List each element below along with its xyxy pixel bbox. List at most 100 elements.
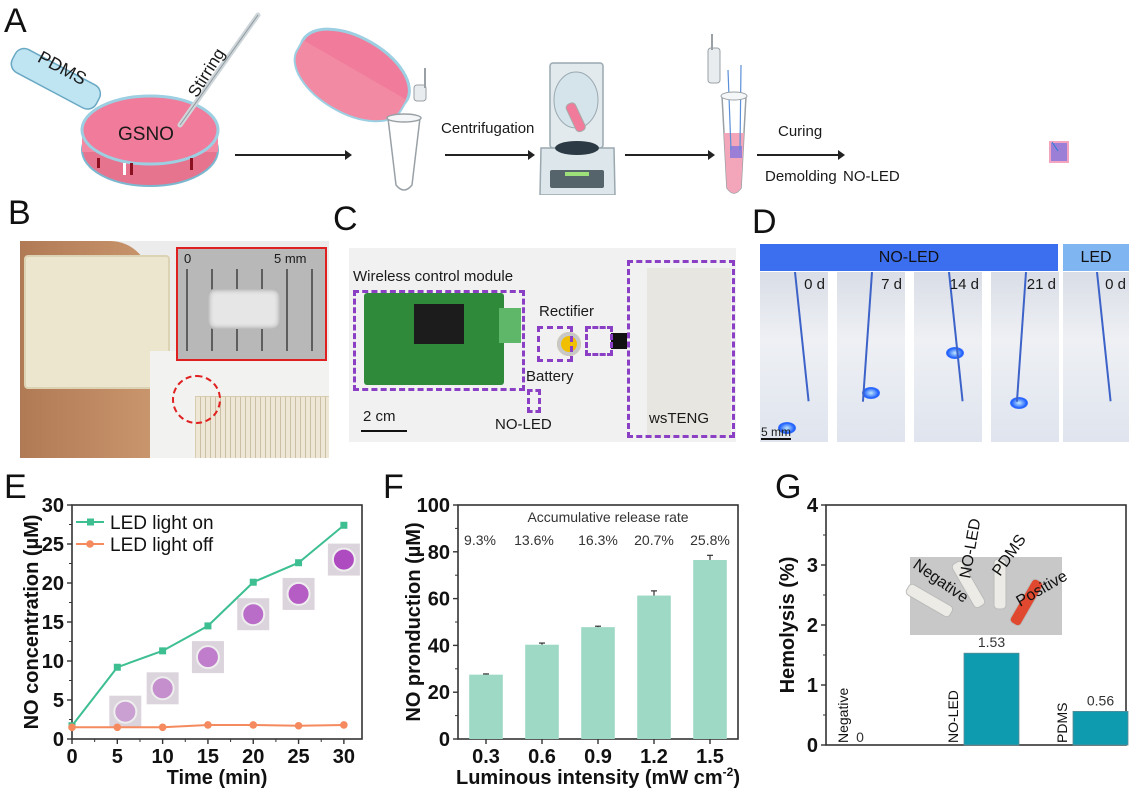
annotation-title: Accumulative release rate (527, 509, 688, 525)
data-point (294, 721, 303, 730)
x-tick-label: 0.6 (528, 746, 556, 768)
release-rate-label: 20.7% (634, 532, 674, 548)
y-tick-label: 0 (53, 729, 64, 751)
y-tick-label: 4 (807, 495, 819, 517)
bar (1072, 710, 1129, 746)
well-photo-color (195, 645, 220, 670)
x-tick-label: 30 (333, 746, 355, 768)
tube-icon (993, 558, 1007, 610)
y-axis-label: NO concentration (µM) (21, 515, 43, 730)
petri-dish-gsno-icon (80, 94, 220, 187)
panel-f-letter: F (383, 468, 404, 506)
y-tick-label: 20 (42, 573, 64, 595)
arrow-icon (625, 150, 715, 160)
led-glow (946, 347, 964, 359)
y-tick-label: 30 (42, 495, 64, 517)
legend-label: LED light on (110, 513, 214, 534)
release-rate-label: 25.8% (690, 532, 730, 548)
rectifier-chip-icon (611, 333, 627, 349)
release-rate-label: 16.3% (578, 532, 618, 548)
led-highlight-circle (172, 375, 221, 424)
battery-box (537, 326, 573, 362)
vial-photo: 21 d (991, 272, 1059, 442)
noled-product-label: NO-LED (843, 168, 900, 185)
noled-header: NO-LED (760, 244, 1058, 271)
vial-photo-row: 0 d 7 d 14 d 21 d 0 d (760, 272, 1130, 442)
arrow-icon (235, 150, 352, 160)
centrifuge-icon (539, 62, 616, 195)
wire (861, 272, 873, 402)
well-photo-color (241, 602, 266, 627)
battery-label: Battery (526, 368, 574, 385)
data-point (249, 721, 258, 729)
x-tick-label: 0.3 (472, 746, 500, 768)
panel-a-letter: A (4, 2, 27, 40)
well-photo-color (150, 676, 175, 701)
value-label: 0.56 (1087, 692, 1114, 708)
wsteng-label: wsTENG (649, 410, 709, 427)
well-photo-color (331, 547, 356, 572)
panel-b-photo: 0 5 mm (20, 241, 329, 458)
vial-day-label: 0 d (1105, 276, 1126, 293)
value-label: 1.53 (978, 634, 1005, 650)
led-glow (1010, 397, 1028, 409)
legend-marker (86, 540, 94, 548)
arrow-icon (445, 150, 535, 160)
module-label: Wireless control module (353, 268, 514, 285)
vial-day-label: 7 d (881, 276, 902, 293)
data-point (158, 723, 167, 732)
y-tick-label: 5 (53, 690, 64, 712)
data-point (204, 622, 212, 630)
x-tick-label: 1.5 (696, 746, 724, 768)
noled-product-icon (1049, 141, 1069, 163)
vial-day-label: 14 d (949, 276, 979, 293)
y-tick-label: 25 (42, 534, 64, 556)
y-axis-label: NO pronduction (µM) (403, 522, 425, 721)
bar (525, 644, 559, 739)
data-point (68, 723, 76, 732)
led-glow (862, 387, 880, 399)
demolding-label: Demolding (765, 168, 837, 185)
panel-c-letter: C (333, 200, 358, 238)
d-scale-label: 5 mm (761, 425, 791, 439)
panel-e-letter: E (4, 468, 27, 506)
tube-icon (905, 583, 954, 618)
bar (637, 595, 671, 739)
rectifier-label: Rectifier (539, 303, 595, 320)
wsteng-box (627, 260, 735, 438)
category-label: PDMS (1054, 703, 1070, 743)
bar (963, 652, 1020, 746)
wire (1015, 272, 1027, 402)
relay (414, 304, 464, 344)
x-tick-label: 10 (152, 746, 174, 768)
x-tick-label: 20 (242, 746, 264, 768)
y-tick-label: 60 (428, 589, 450, 611)
x-tick-label: 5 (112, 746, 123, 768)
x-tick-label: 25 (287, 746, 309, 768)
legend-label: LED light off (110, 535, 214, 556)
data-point (113, 723, 122, 732)
x-tick-label: 0 (66, 746, 77, 768)
vial-day-label: 21 d (1026, 276, 1056, 293)
terminal-block (499, 308, 521, 343)
curing-label: Curing (778, 123, 823, 140)
y-tick-label: 10 (42, 651, 64, 673)
category-label: Negative (835, 688, 851, 743)
scale-bar-label: 2 cm (363, 408, 396, 425)
empty-tube-icon (386, 68, 427, 191)
vial-photo: 14 d (914, 272, 982, 442)
tilted-petri-dish-icon (293, 27, 411, 123)
y-tick-label: 15 (42, 612, 64, 634)
release-rate-label: 9.3% (464, 532, 496, 548)
legend-marker (87, 518, 94, 526)
data-point (295, 559, 303, 567)
led-header: LED (1063, 244, 1129, 271)
panel-g-letter: G (775, 468, 802, 506)
arrow-icon (757, 150, 845, 160)
rectifier-box (585, 326, 613, 356)
y-tick-label: 3 (807, 555, 818, 577)
x-tick-label: 1.2 (640, 746, 668, 768)
tube-icon (951, 560, 986, 609)
wearable-patch (24, 255, 170, 389)
panel-c-photo: Wireless control module Rectifier Batter… (349, 248, 736, 442)
